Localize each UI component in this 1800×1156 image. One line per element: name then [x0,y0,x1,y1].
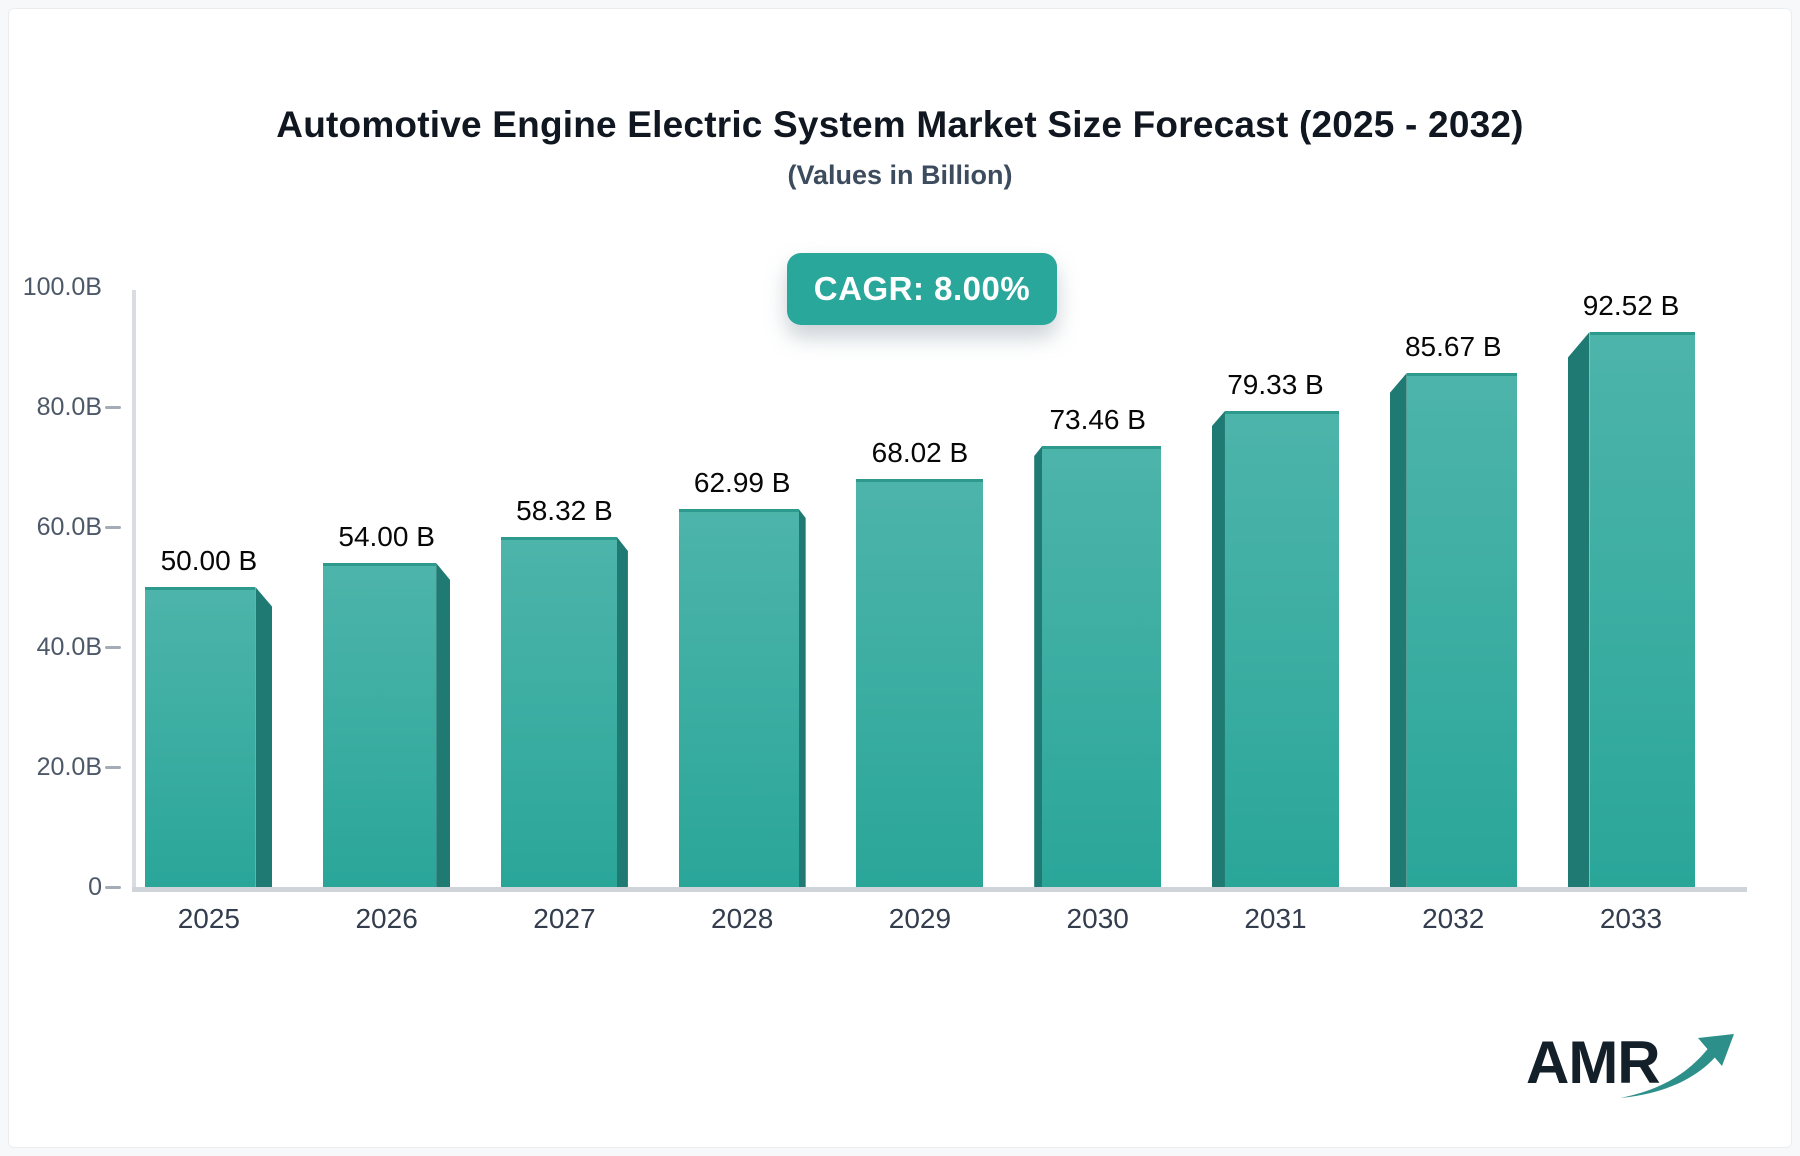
bar-3d-side [436,563,451,887]
x-axis-label-2030: 2030 [1066,903,1129,934]
bar-value-label: 54.00 B [338,521,435,552]
x-axis-label-2032: 2032 [1422,903,1485,934]
growth-arrow-icon [1620,1034,1734,1098]
bar-2031: 79.33 B [1211,369,1339,887]
y-tick-label: 20.0B [36,753,102,781]
y-tick-mark [105,766,121,769]
bar-value-label: 85.67 B [1404,331,1502,362]
bar-value-label: 50.00 B [160,545,258,576]
bar-2032: 85.67 B [1389,331,1517,887]
x-axis-label-2027: 2027 [533,903,596,934]
bar-2025: 50.00 B [145,545,273,887]
bars-row: 50.00 B 54.00 B 58.32 B 62.99 B 68.02 B 73.46… [120,287,1720,887]
bar-value-label: 73.46 B [1049,404,1146,435]
chart-title: Automotive Engine Electric System Market… [276,104,1524,145]
x-axis-label-2031: 2031 [1244,903,1307,934]
bar-face [1042,446,1162,887]
bar-3d-side [1034,446,1043,887]
bar-value-label: 79.33 B [1227,369,1324,400]
x-axis-line [132,887,1747,892]
x-axis-labels: 2025 2026 2027 2028 2029 2030 2031 2032 2033 [120,903,1720,935]
bar-2029: 68.02 B [856,437,984,887]
bar-2030: 73.46 B [1034,404,1162,887]
bar-value-label: 68.02 B [871,437,969,468]
x-axis-label-2028: 2028 [711,903,774,934]
cagr-badge: CAGR: 8.00% [787,253,1057,325]
y-tick-label: 100.0B [22,273,102,301]
x-axis-label-2025: 2025 [177,903,241,934]
bar-2033: 92.52 B [1567,290,1695,887]
bar-3d-side [1211,411,1225,887]
x-axis-label-2033: 2033 [1599,903,1663,934]
bar-value-label: 92.52 B [1582,290,1680,321]
y-tick-mark [105,886,121,889]
y-tick-mark [105,406,121,409]
x-axis-label-2029: 2029 [888,903,952,934]
y-tick-label: 60.0B [36,513,102,541]
bar-face [678,509,799,887]
bar-3d-side [1389,373,1407,887]
bar-2028: 62.99 B [678,467,806,887]
bar-2026: 54.00 B [323,521,451,887]
bar-face [323,563,437,887]
cagr-badge-label: CAGR: 8.00% [813,270,1031,307]
bar-3d-side [1567,332,1590,887]
amr-logo: AMR [1526,1028,1734,1108]
bar-value-label: 58.32 B [516,495,613,526]
bar-face [145,587,256,887]
bar-3d-side [798,509,806,887]
bar-value-label: 62.99 B [693,467,791,498]
bar-3d-side [616,537,628,887]
amr-logo-text: AMR [1526,1029,1661,1096]
y-tick-mark [105,526,121,529]
y-tick-mark [105,646,121,649]
y-tick-label: 80.0B [36,393,102,421]
bar-face [500,537,617,887]
bar-face [1589,332,1695,887]
bar-2027: 58.32 B [500,495,628,887]
y-tick-label: 40.0B [36,633,102,661]
bar-face [856,479,984,887]
chart-header: Automotive Engine Electric System Market… [0,104,1800,191]
bar-face [1406,373,1517,887]
chart-subtitle: (Values in Billion) [787,160,1013,190]
bar-face [1224,411,1339,887]
x-axis-label-2026: 2026 [355,903,418,934]
y-axis-line [132,290,136,890]
y-tick-label: 0 [88,873,102,901]
bar-3d-side [255,587,273,887]
